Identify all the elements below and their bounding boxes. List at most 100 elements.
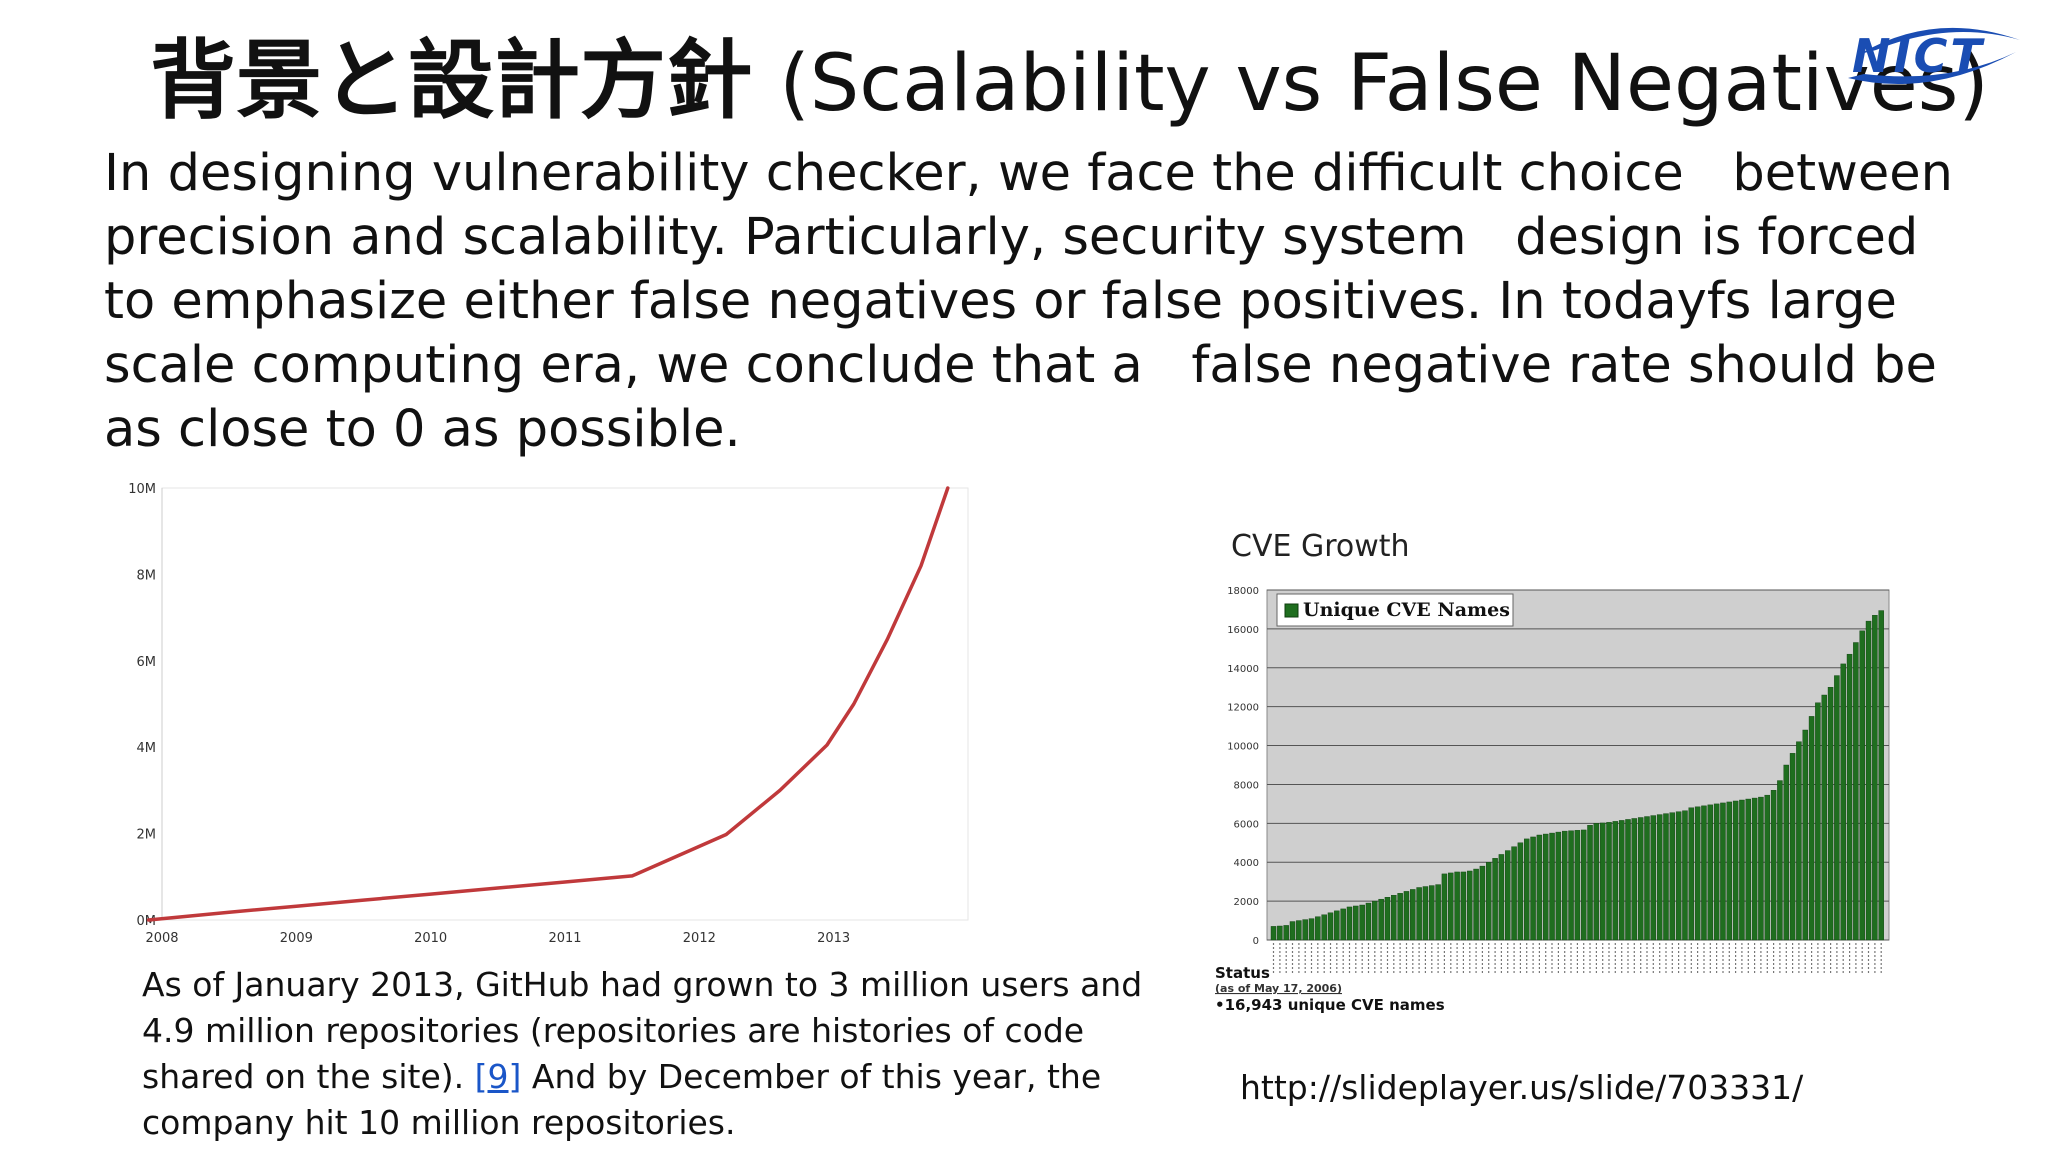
bar: [1365, 902, 1372, 941]
bar: [1675, 811, 1682, 941]
bar: [1277, 925, 1283, 941]
y-tick-label: 10M: [128, 482, 156, 497]
bar: [1834, 675, 1840, 941]
bar: [1467, 870, 1473, 941]
bar: [1542, 833, 1549, 941]
bar: [1637, 817, 1644, 941]
bar: [1555, 831, 1562, 941]
y-tick-label: 2000: [1234, 897, 1259, 908]
legend-label: Unique CVE Names: [1303, 599, 1510, 621]
bar: [1644, 816, 1650, 941]
bar: [1789, 753, 1796, 941]
bar: [1346, 906, 1353, 941]
y-tick-label: 8M: [137, 568, 157, 583]
bar: [1707, 804, 1714, 941]
bar: [1524, 838, 1530, 941]
citation-link[interactable]: [9]: [474, 1057, 522, 1096]
bar: [1726, 801, 1733, 941]
bar: [1441, 873, 1448, 941]
x-tick-label: 2012: [683, 931, 716, 946]
bar: [1650, 815, 1657, 941]
bar: [1764, 794, 1770, 941]
body-line: In designing vulnerability checker, we f…: [104, 144, 1953, 203]
bar: [1618, 820, 1625, 941]
legend-box: [1276, 593, 1514, 627]
bar: [1511, 846, 1517, 941]
caption-text: shared on the site).: [142, 1057, 475, 1096]
x-tick-label: 2009: [280, 931, 313, 946]
bar: [1327, 912, 1334, 941]
bar: [1530, 836, 1536, 941]
y-tick-label: 8000: [1234, 780, 1259, 791]
x-tick-label: 2008: [145, 931, 178, 946]
series-line: [146, 486, 950, 922]
status-date: (as of May 17, 2006): [1215, 982, 1342, 995]
bar: [1846, 653, 1853, 941]
status-label: Status: [1215, 964, 1270, 982]
legend-swatch: [1284, 603, 1299, 618]
bar: [1745, 798, 1751, 941]
body-paragraph: In designing vulnerability checker, we f…: [104, 142, 1953, 462]
nict-logo-text: NICT: [1852, 29, 1985, 83]
y-tick-label: 12000: [1227, 703, 1259, 714]
status-note: •16,943 unique CVE names: [1215, 996, 1445, 1014]
y-tick-label: 4000: [1234, 858, 1259, 869]
chart-title: CVE Growth: [1231, 529, 1410, 564]
bar: [1378, 898, 1384, 941]
plot-area: [161, 487, 969, 921]
bar: [1840, 663, 1846, 941]
y-tick-label: 2M: [137, 828, 157, 843]
bar: [1878, 610, 1884, 941]
bar: [1568, 830, 1574, 941]
bar: [1403, 891, 1410, 941]
x-tick-label: 2013: [817, 931, 850, 946]
caption-line: shared on the site). [9] And by December…: [142, 1054, 1132, 1100]
y-tick-label: 10000: [1227, 742, 1259, 753]
bar: [1827, 687, 1834, 941]
bar: [1739, 799, 1745, 941]
bar: [1372, 900, 1378, 941]
bar: [1302, 919, 1308, 941]
bar: [1783, 764, 1789, 941]
body-line: to emphasize either false negatives or f…: [104, 272, 1897, 331]
bar: [1315, 916, 1321, 941]
bar: [1625, 819, 1631, 941]
bar: [1486, 862, 1492, 941]
bar: [1720, 802, 1726, 941]
body-line: scale computing era, we conclude that a …: [104, 336, 1937, 395]
bar: [1435, 884, 1441, 941]
bar: [1631, 818, 1638, 941]
bar: [1599, 822, 1606, 941]
body-line: as close to 0 as possible.: [104, 400, 741, 459]
bar: [1296, 920, 1302, 941]
bar: [1321, 914, 1327, 941]
github-growth-chart: 0M 2M 4M 6M 8M 10M 2008 2009 2010 2011 2012 2013: [128, 482, 969, 946]
bar: [1732, 800, 1739, 941]
chart-caption: As of January 2013, GitHub had grown to …: [142, 962, 1142, 1146]
title-japanese: 背景と設計方針: [150, 31, 752, 131]
bar: [1777, 780, 1783, 941]
bar: [1770, 790, 1777, 941]
y-tick-label: 18000: [1227, 586, 1259, 597]
bar: [1758, 796, 1764, 941]
bar: [1283, 925, 1289, 941]
x-tick-label: 2011: [548, 931, 581, 946]
bar: [1694, 806, 1701, 941]
bar: [1853, 642, 1859, 941]
bar: [1492, 858, 1498, 941]
bar: [1612, 821, 1619, 941]
slide-title: 背景と設計方針 (Scalability vs False Negatives): [150, 26, 1989, 139]
bar: [1561, 830, 1568, 941]
bar: [1606, 822, 1612, 941]
bar: [1536, 834, 1543, 941]
bar: [1808, 716, 1815, 941]
caption-line: 4.9 million repositories (repositories a…: [142, 1011, 1085, 1050]
bar: [1289, 921, 1296, 941]
bar: [1353, 905, 1359, 941]
caption-text: And by December of this year, the: [521, 1057, 1102, 1096]
bar: [1384, 897, 1391, 941]
y-tick-label: 0M: [137, 914, 157, 929]
bar: [1549, 832, 1555, 941]
bar: [1587, 825, 1593, 941]
bar: [1517, 842, 1524, 941]
